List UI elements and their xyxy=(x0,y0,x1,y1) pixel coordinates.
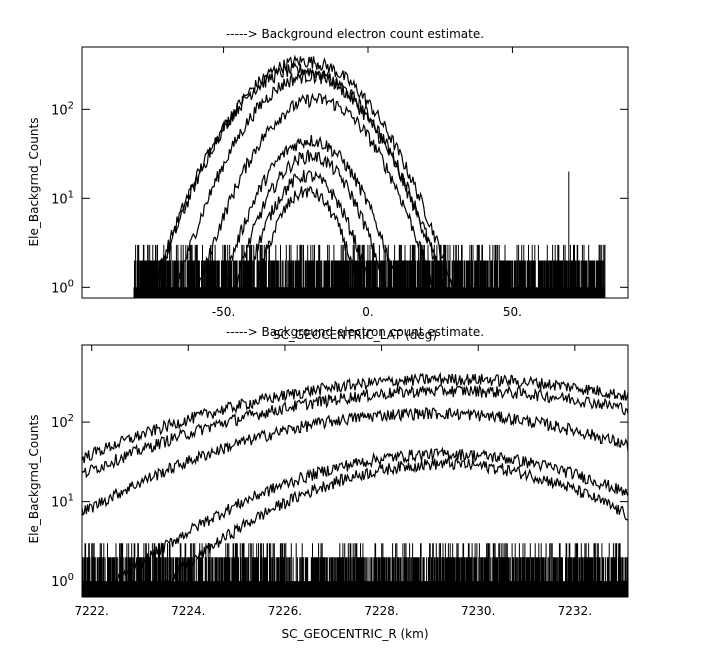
y-tick-label: 100 xyxy=(51,572,74,590)
chart-title: -----> Background electron count estimat… xyxy=(226,27,484,41)
x-tick-label: 7228. xyxy=(364,604,398,618)
series-line xyxy=(196,92,437,296)
series-line xyxy=(82,371,628,464)
y-tick-label: 102 xyxy=(51,100,74,118)
panel-radius: -----> Background electron count estimat… xyxy=(27,325,629,641)
x-tick-label: 50. xyxy=(503,305,522,319)
noise-floor xyxy=(82,543,628,597)
x-tick-label: 7230. xyxy=(461,604,495,618)
x-axis-label: SC_GEOCENTRIC_R (km) xyxy=(282,627,429,641)
x-axis-label: SC_GEOCENTRIC_LAT (deg) xyxy=(273,328,437,342)
series-line xyxy=(82,384,628,479)
series-line xyxy=(220,135,401,296)
y-axis-label: Ele_Backgrnd_Counts xyxy=(27,118,41,247)
series-line xyxy=(82,406,628,517)
y-tick-label: 102 xyxy=(51,413,74,431)
series-line xyxy=(173,68,448,297)
x-tick-label: 0. xyxy=(362,305,373,319)
plot-area xyxy=(82,371,628,597)
x-tick-label: 7226. xyxy=(268,604,302,618)
chart-title: -----> Background electron count estimat… xyxy=(226,325,484,339)
series-line xyxy=(157,457,628,591)
panel-latitude: -----> Background electron count estimat… xyxy=(27,27,629,342)
series-line xyxy=(241,169,372,296)
y-tick-label: 101 xyxy=(51,493,74,511)
y-tick-label: 100 xyxy=(51,278,74,296)
plot-area xyxy=(133,54,606,298)
plot-frame xyxy=(81,344,629,598)
x-tick-label: 7222. xyxy=(74,604,108,618)
x-tick-label: 7224. xyxy=(171,604,205,618)
y-axis-label: Ele_Backgrnd_Counts xyxy=(27,415,41,544)
series-line xyxy=(106,446,628,590)
noise-floor xyxy=(133,171,606,298)
series-line xyxy=(254,185,362,292)
plot-frame xyxy=(81,46,629,299)
x-tick-label: -50. xyxy=(212,305,235,319)
y-tick-label: 101 xyxy=(51,189,74,207)
axes: 7222. 7224. 7226. 7228. 7230. 7232. 100 101 102 xyxy=(51,345,628,618)
axes: -50. 0. 50. 100 101 102 xyxy=(51,47,628,319)
x-tick-label: 7232. xyxy=(558,604,592,618)
series-line xyxy=(232,149,389,296)
